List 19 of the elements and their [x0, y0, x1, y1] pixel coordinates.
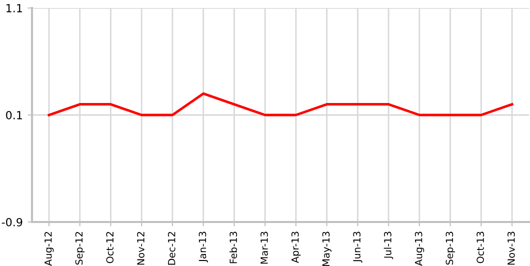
- x-tick-label: Sep-12: [75, 232, 85, 265]
- x-tick-label: Dec-12: [168, 232, 176, 265]
- x-tick-label: Aug-12: [44, 232, 54, 266]
- x-tick-label: May-13: [322, 232, 332, 266]
- x-tick-label: Jun-13: [353, 232, 362, 263]
- x-tick-label: Sep-13: [446, 232, 455, 265]
- x-tick-label: Nov-12: [137, 232, 144, 265]
- x-tick-label: Oct-13: [476, 232, 484, 264]
- y-tick-label: 1.1: [6, 4, 22, 12]
- x-tick-label: Nov-13: [507, 232, 515, 265]
- x-tick-label: Aug-13: [414, 232, 424, 266]
- y-tick-label: -0.9: [2, 218, 22, 226]
- x-tick-label: Apr-13: [291, 232, 301, 264]
- x-tick-label: Oct-12: [106, 232, 114, 264]
- x-tick-label: Mar-13: [260, 232, 268, 264]
- x-tick-label: Feb-13: [229, 232, 238, 264]
- x-tick-label: Jan-13: [198, 232, 208, 262]
- x-tick-label: Jul-13: [384, 232, 394, 260]
- y-tick-label: 0.1: [6, 110, 22, 120]
